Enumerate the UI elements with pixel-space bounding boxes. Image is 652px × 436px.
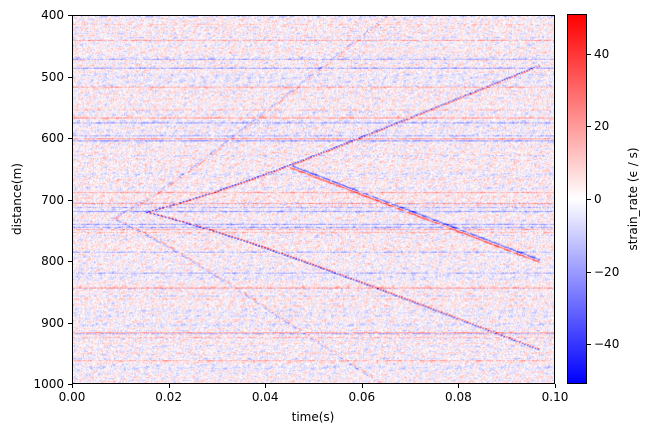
y-tick-mark <box>68 384 72 385</box>
y-tick-label: 600 <box>41 131 64 145</box>
x-tick-label: 0.00 <box>58 390 86 404</box>
y-tick-label: 900 <box>41 315 64 330</box>
x-tick-label: 0.08 <box>445 390 472 404</box>
colorbar-tick-label: −20 <box>594 264 620 279</box>
colorbar-tick-label: 0 <box>594 192 602 206</box>
colorbar-label: strain_rate (ϵ / s) <box>626 147 640 251</box>
colorbar-tick-label: −40 <box>594 337 620 352</box>
colorbar-tick-label: 20 <box>594 119 610 134</box>
y-tick-mark <box>68 261 72 262</box>
colorbar-tick-mark <box>587 344 591 346</box>
x-tick-mark <box>458 384 460 388</box>
heatmap-image <box>72 15 555 384</box>
y-tick-mark <box>68 76 72 78</box>
x-tick-mark <box>555 384 556 388</box>
x-tick-label: 0.02 <box>155 390 182 404</box>
colorbar-tick-mark <box>587 271 591 273</box>
colorbar-tick-label: 40 <box>594 46 610 61</box>
x-tick-mark <box>265 384 267 388</box>
y-tick-label: 1000 <box>33 377 64 391</box>
x-axis-label: time(s) <box>291 410 335 424</box>
x-tick-mark <box>72 384 73 388</box>
x-tick-label: 0.06 <box>348 390 376 404</box>
y-tick-label: 400 <box>41 8 64 22</box>
y-tick-label: 500 <box>41 69 64 84</box>
y-axis-label: distance(m) <box>10 163 24 235</box>
x-tick-label: 0.04 <box>251 390 279 404</box>
x-tick-mark <box>168 384 170 388</box>
x-tick-label: 0.10 <box>541 390 569 404</box>
colorbar-tick-mark <box>587 53 591 55</box>
y-tick-mark <box>68 322 72 324</box>
colorbar-tick-mark <box>587 199 591 200</box>
colorbar-tick-mark <box>587 126 591 128</box>
y-tick-mark <box>68 138 72 139</box>
y-tick-mark <box>68 15 72 16</box>
y-tick-label: 800 <box>41 254 64 268</box>
y-tick-mark <box>68 199 72 201</box>
x-tick-mark <box>361 384 363 388</box>
y-tick-label: 700 <box>41 192 64 207</box>
colorbar <box>567 14 587 384</box>
